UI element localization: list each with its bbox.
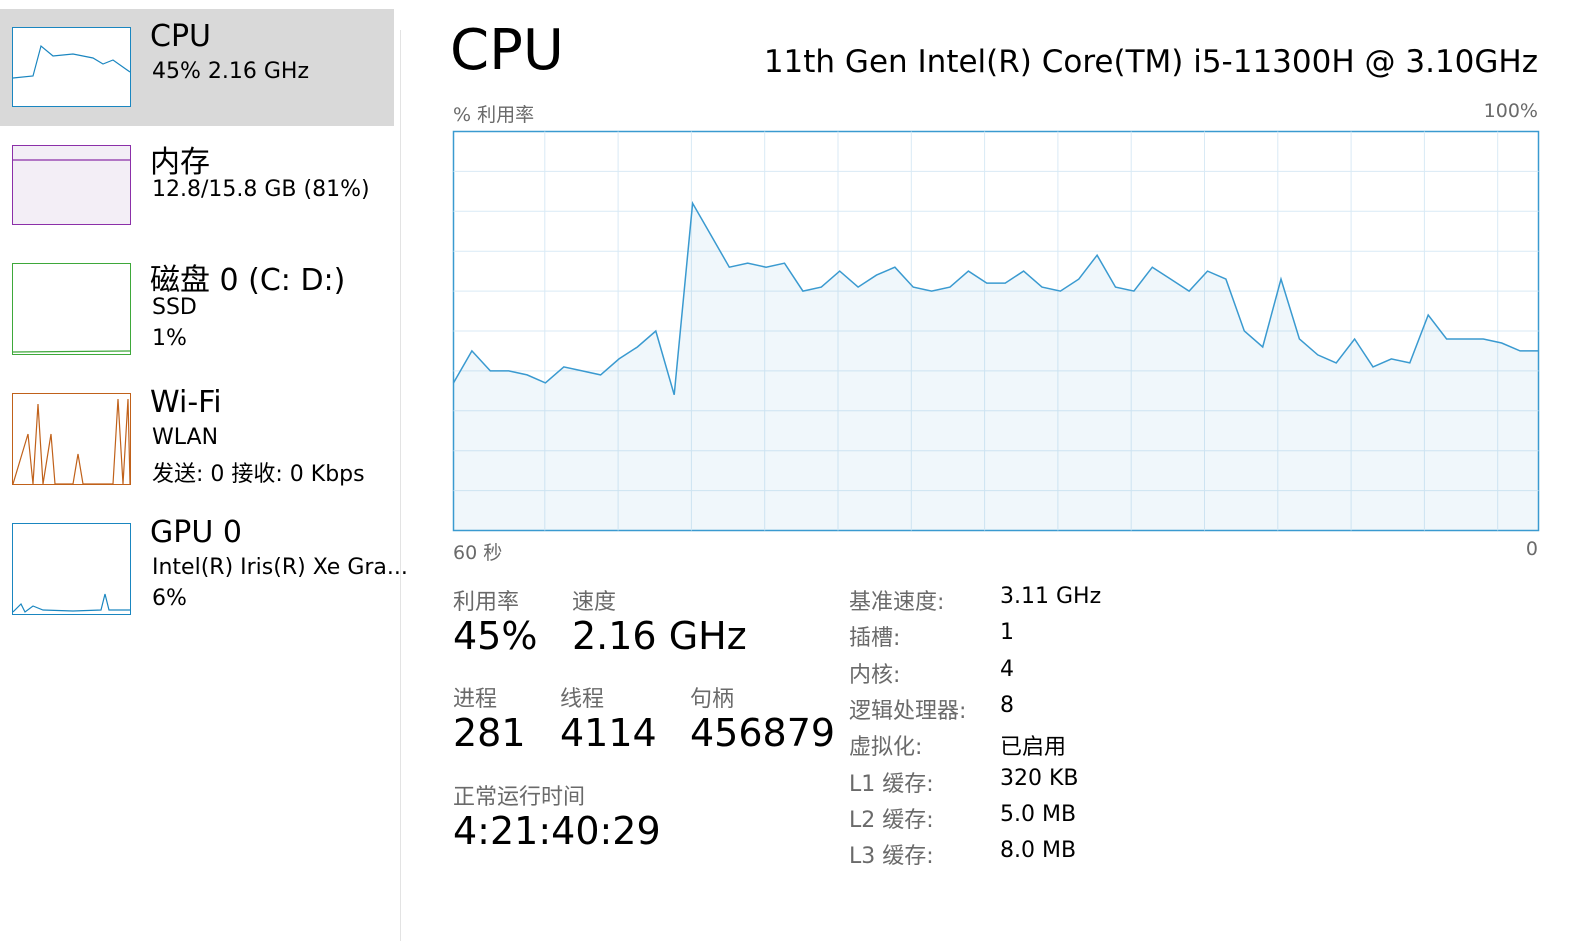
thumbnail-graph xyxy=(12,593,130,613)
detail-value: 8.0 MB xyxy=(1000,838,1077,864)
thumbnail-graph xyxy=(13,159,130,161)
thumbnail xyxy=(12,263,131,355)
sidebar-title: Wi-Fi xyxy=(150,385,222,420)
stat-label: 正常运行时间 xyxy=(453,785,586,810)
divider xyxy=(400,30,401,941)
sidebar-title: 内存 xyxy=(150,145,210,180)
sidebar-title: 磁盘 0 (C: D:) xyxy=(150,263,346,298)
cpu-area xyxy=(453,203,1539,531)
sidebar-detail: WLAN xyxy=(152,425,219,450)
sidebar: CPU 45% 2.16 GHz 内存 12.8/15.8 GB (81%) 磁盘 0 … xyxy=(0,0,408,941)
sidebar-title: GPU 0 xyxy=(150,515,242,550)
processor-name: 11th Gen Intel(R) Core(TM) i5-11300H @ 3… xyxy=(763,44,1538,80)
thumbnail-graph xyxy=(12,398,131,485)
thumbnail xyxy=(12,393,131,485)
sidebar-detail: 12.8/15.8 GB (81%) xyxy=(152,177,370,202)
sidebar-detail: 45% 2.16 GHz xyxy=(152,59,310,84)
thumbnail xyxy=(12,523,131,615)
y-label: % 利用率 xyxy=(453,104,535,126)
stat-value: 45% xyxy=(453,614,538,658)
detail-label: 基准速度: xyxy=(849,590,945,615)
stat-value: 4114 xyxy=(560,711,657,755)
stat-label: 句柄 xyxy=(690,687,735,712)
detail-label: L1 缓存: xyxy=(849,771,934,797)
stat-value: 4:21:40:29 xyxy=(453,809,661,853)
cpu-line xyxy=(452,200,1539,396)
detail-value: 4 xyxy=(1000,656,1014,682)
stat-value: 281 xyxy=(453,711,526,755)
detail-label: 插槽: xyxy=(849,626,901,652)
detail-value: 5.0 MB xyxy=(1000,801,1077,827)
stat-label: 速度 xyxy=(572,590,617,615)
detail-label: L3 缓存: xyxy=(849,844,934,870)
stat-label: 进程 xyxy=(453,687,498,712)
detail-value: 320 KB xyxy=(1000,765,1079,791)
detail-label: 内核: xyxy=(849,662,901,688)
sidebar-title: CPU xyxy=(150,19,211,54)
stat-label: 线程 xyxy=(560,687,605,712)
sidebar-detail: 1% xyxy=(152,326,187,351)
stat-value: 456879 xyxy=(690,711,836,755)
thumbnail-graph xyxy=(12,350,131,353)
sidebar-detail: 6% xyxy=(152,586,187,611)
y-max-label: 100% xyxy=(1483,100,1538,122)
page-title: CPU xyxy=(450,18,564,83)
x-start-label: 60 秒 xyxy=(453,542,503,564)
detail-label: L2 缓存: xyxy=(849,807,934,833)
cpu-chart xyxy=(452,130,1540,532)
thumbnail xyxy=(12,27,131,107)
x-end-label: 0 xyxy=(1525,538,1538,560)
sidebar-detail: 发送: 0 接收: 0 Kbps xyxy=(152,462,365,487)
detail-value: 已启用 xyxy=(1000,735,1067,761)
stat-value: 2.16 GHz xyxy=(572,614,747,658)
thumbnail xyxy=(12,145,131,225)
stat-label: 利用率 xyxy=(453,590,520,615)
sidebar-detail: Intel(R) Iris(R) Xe Gra... xyxy=(152,555,408,580)
detail-value: 1 xyxy=(1000,620,1014,646)
thumbnail-graph xyxy=(12,44,131,79)
detail-value: 3.11 GHz xyxy=(1000,584,1102,609)
detail-value: 8 xyxy=(1000,692,1014,718)
sidebar-detail: SSD xyxy=(152,295,197,320)
detail-label: 逻辑处理器: xyxy=(849,698,967,724)
detail-label: 虚拟化: xyxy=(849,735,923,761)
